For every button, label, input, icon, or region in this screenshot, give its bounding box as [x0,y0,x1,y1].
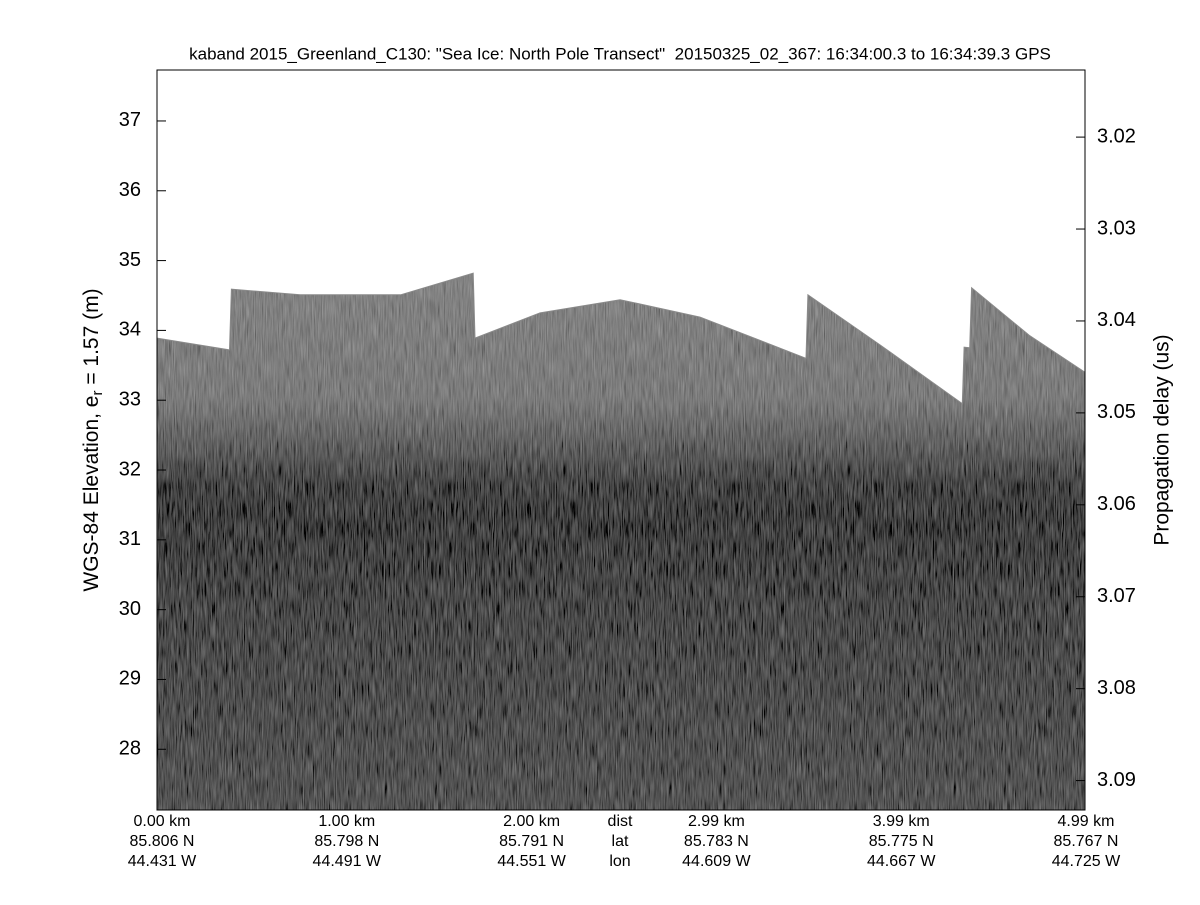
y-label-text: WGS-84 Elevation, e [80,396,103,592]
x-tick-label: 85.783 N [684,833,749,850]
x-tick-label: 0.00 km [134,813,191,830]
y-label-subscript: r [89,391,106,396]
x-tick-label: 4.99 km [1058,813,1115,830]
y-axis-label: WGS-84 Elevation, er = 1.57 (m) [80,288,106,591]
x-tick-label: 85.806 N [130,833,195,850]
y2-tick-label: 3.06 [1097,493,1136,515]
x-tick-label: 2.99 km [688,813,745,830]
x-tick-label: 44.431 W [128,853,197,870]
y-tick-label: 32 [119,458,141,480]
y-label-suffix: = 1.57 (m) [80,288,103,390]
y-tick-label: 28 [119,738,141,760]
y-tick-label: 29 [119,668,141,690]
y2-tick-label: 3.04 [1097,309,1136,331]
x-tick-label: 85.798 N [314,833,379,850]
y2-tick-label: 3.03 [1097,217,1136,239]
x-tick-label: 44.667 W [867,853,936,870]
x-row-name: lat [612,833,629,850]
x-row-name: dist [608,813,633,830]
y2-axis-label: Propagation delay (us) [1151,334,1174,545]
x-tick-label: 1.00 km [318,813,375,830]
x-tick-label: 44.609 W [682,853,751,870]
x-tick-label: 44.725 W [1052,853,1121,870]
plot-area [156,272,1086,810]
x-tick-label: 85.791 N [499,833,564,850]
chart-title: kaband 2015_Greenland_C130: "Sea Ice: No… [189,44,1051,63]
echogram-image [157,273,1085,810]
y-tick-label: 36 [119,179,141,201]
y-tick-label: 35 [119,249,141,271]
x-tick-label: 44.491 W [313,853,382,870]
axes-box [156,69,1086,811]
y2-tick-label: 3.07 [1097,585,1136,607]
x-row-name: lon [609,853,630,870]
y2-tick-label: 3.05 [1097,401,1136,423]
y-tick-label: 33 [119,388,141,410]
y-tick-label: 37 [119,109,141,131]
y2-tick-label: 3.08 [1097,677,1136,699]
y-tick-label: 34 [119,319,141,341]
x-tick-label: 44.551 W [497,853,566,870]
y-tick-label: 30 [119,598,141,620]
y2-tick-label: 3.09 [1097,769,1136,791]
surface-line [156,272,1086,405]
x-tick-label: 3.99 km [873,813,930,830]
x-tick-label: 2.00 km [503,813,560,830]
y2-tick-label: 3.02 [1097,125,1136,147]
x-tick-label: 85.767 N [1054,833,1119,850]
x-tick-label: 85.775 N [869,833,934,850]
y-tick-label: 31 [119,528,141,550]
